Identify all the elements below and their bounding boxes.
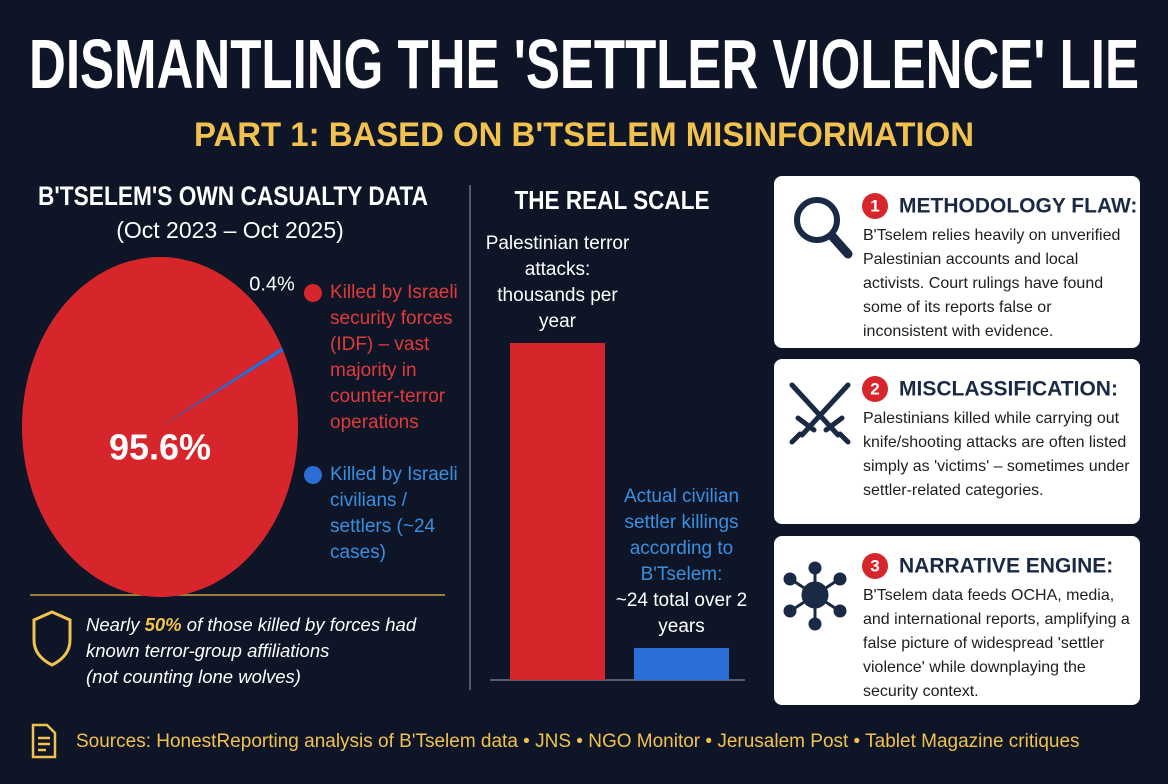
panel-number: 2 — [870, 379, 879, 398]
legend-label: Killed by Israeli civilians / settlers (… — [330, 464, 458, 563]
panel-number-badge — [862, 553, 888, 579]
pie-title: B'TSELEM'S OWN CASUALTY DATA — [38, 181, 428, 211]
value-label: 0.4% — [249, 273, 295, 295]
bar-label: Palestinian terror attacks: thousands pe… — [485, 233, 630, 332]
panel-text: B'Tselem relies heavily on unverified Pa… — [863, 227, 1121, 340]
panel-card — [774, 536, 1140, 705]
panel-number-badge — [862, 193, 888, 219]
value-label: 95.6% — [109, 427, 211, 468]
panel-text: B'Tselem data feeds OCHA, media, and int… — [863, 587, 1130, 700]
note-text: of those killed by forces had known terr… — [86, 614, 417, 661]
legend-marker — [304, 466, 322, 484]
panel-number-badge — [862, 376, 888, 402]
panel-card — [774, 359, 1140, 524]
panel-number: 3 — [870, 556, 879, 575]
note-highlight: 50% — [144, 614, 182, 635]
pie-slice — [21, 256, 298, 597]
panel-title: METHODOLOGY FLAW: — [899, 195, 1137, 218]
panel-title: NARRATIVE ENGINE: — [899, 555, 1113, 578]
subtitle: PART 1: BASED ON B'TSELEM MISINFORMATION — [194, 116, 974, 154]
bar-annotation: ~24 total over 2 years — [615, 589, 748, 637]
swords-icon — [789, 382, 851, 445]
note-text: Nearly — [86, 614, 145, 635]
panel-number: 1 — [870, 196, 879, 215]
legend-marker — [304, 284, 322, 302]
bar-title: THE REAL SCALE — [515, 185, 710, 215]
shield-icon — [32, 610, 72, 667]
sources: Sources: HonestReporting analysis of B'T… — [76, 731, 1080, 752]
panel-text: Palestinians killed while carrying out k… — [863, 410, 1130, 499]
bar-label: Actual civilian settler killings accordi… — [623, 485, 740, 585]
title: DISMANTLING THE 'SETTLER VIOLENCE' LIE — [29, 25, 1139, 103]
note-aside: (not counting lone wolves) — [86, 666, 301, 687]
legend-label: Killed by Israeli security forces (IDF) … — [330, 282, 458, 433]
magnifier-icon — [794, 197, 853, 259]
network-icon — [783, 561, 847, 631]
panel-card — [774, 176, 1140, 348]
note: Nearly 50% of those killed by forces had… — [86, 612, 446, 690]
bar — [634, 647, 729, 680]
panel-title: MISCLASSIFICATION: — [899, 378, 1118, 401]
pie-slice — [160, 347, 284, 427]
bar — [510, 343, 605, 680]
pie-subtitle: (Oct 2023 – Oct 2025) — [116, 217, 344, 243]
document-icon — [31, 723, 57, 759]
